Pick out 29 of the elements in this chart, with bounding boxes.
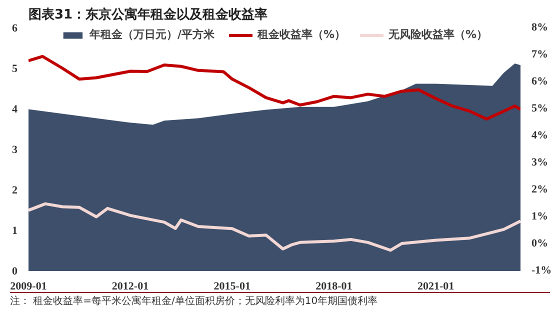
legend-label: 年租金（万日元）/平方米 xyxy=(89,27,214,42)
line-series xyxy=(28,202,520,252)
y2-tick-label: 3% xyxy=(532,156,548,168)
y2-tick-label: 6% xyxy=(532,76,548,88)
text: 注： 租金收益率=每平米公寓年租金/单位面积房价；无风险利率为10年期国债利率 xyxy=(10,295,378,309)
y2-tick-label: 7% xyxy=(532,48,548,60)
y-tick-label: 5 xyxy=(12,63,18,75)
line-series xyxy=(28,54,520,121)
y2-tick-label: -1% xyxy=(532,264,552,276)
y-tick-label: 3 xyxy=(12,144,18,156)
legend-label: 无风险收益率（%） xyxy=(388,27,488,42)
y2-tick-label: 1% xyxy=(532,210,548,222)
y-tick-label: 1 xyxy=(12,225,18,237)
legend-label: 租金收益率（%） xyxy=(257,27,346,42)
y-tick-label: 0 xyxy=(12,266,18,278)
y-tick-label: 2 xyxy=(12,184,18,196)
x-tick-label: 2015-01 xyxy=(214,280,250,292)
x-tick-label: 2009-01 xyxy=(10,280,47,292)
chart-title: 图表31：东京公寓年租金以及租金收益率 xyxy=(28,6,268,22)
x-tick-label: 2012-01 xyxy=(112,280,149,292)
y2-tick-label: 2% xyxy=(532,184,548,196)
y2-tick-label: 8% xyxy=(532,22,548,34)
x-tick-label: 2018-01 xyxy=(316,280,352,292)
y2-tick-label: 5% xyxy=(532,102,548,114)
y2-tick-label: 4% xyxy=(532,130,548,142)
y-tick-label: 6 xyxy=(12,22,18,34)
x-tick-label: 2021-01 xyxy=(418,280,454,292)
y2-tick-label: 0% xyxy=(532,238,548,250)
y-tick-label: 4 xyxy=(12,104,18,116)
